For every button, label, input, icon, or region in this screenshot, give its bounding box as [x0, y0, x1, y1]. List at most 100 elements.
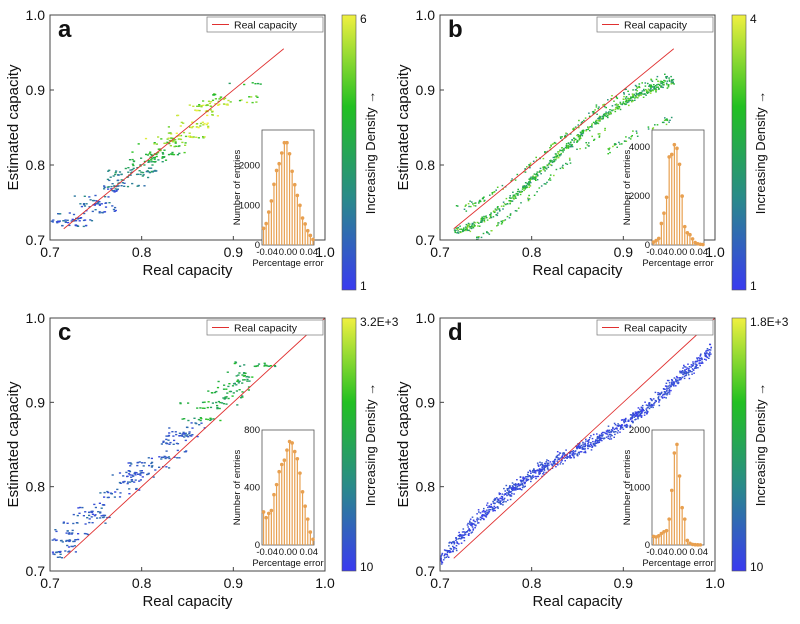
density-point: [448, 542, 450, 544]
density-point: [659, 82, 662, 84]
plot-frame: [439, 14, 716, 241]
density-point: [139, 472, 142, 474]
density-point: [528, 184, 531, 186]
density-point: [694, 363, 697, 365]
density-point: [508, 200, 510, 202]
density-point: [153, 156, 156, 159]
density-point: [524, 476, 527, 478]
density-point: [498, 501, 500, 504]
density-point: [496, 225, 498, 227]
y-tick-label: 0.8: [416, 479, 436, 495]
density-point: [505, 484, 508, 487]
density-point: [168, 427, 171, 429]
density-point: [56, 556, 59, 558]
density-point: [477, 225, 479, 227]
density-point: [74, 539, 77, 541]
density-point: [683, 366, 686, 368]
density-point: [550, 145, 552, 147]
histogram-point: [298, 471, 302, 475]
density-point: [610, 438, 613, 440]
density-point: [600, 118, 602, 120]
density-point: [681, 370, 684, 372]
density-point: [131, 182, 134, 185]
density-point: [569, 162, 572, 164]
density-point: [576, 148, 578, 150]
density-point: [632, 414, 635, 416]
density-point: [668, 390, 670, 392]
density-point: [151, 461, 154, 464]
density-point: [131, 474, 134, 476]
density-point: [102, 504, 105, 506]
density-point: [56, 551, 59, 553]
density-point: [483, 215, 485, 218]
density-point: [494, 506, 497, 509]
density-point: [248, 380, 251, 382]
density-point: [533, 469, 536, 472]
density-point: [656, 86, 658, 88]
density-point: [595, 120, 597, 122]
density-point: [670, 116, 673, 119]
density-point: [187, 402, 190, 404]
density-point: [657, 397, 659, 399]
density-point: [591, 111, 594, 113]
density-point: [664, 391, 667, 393]
density-point: [202, 137, 205, 139]
density-point: [642, 96, 645, 98]
density-point: [467, 526, 469, 528]
colorbar: [341, 317, 357, 572]
density-point: [668, 80, 671, 82]
density-point: [648, 403, 651, 405]
density-point: [597, 439, 600, 442]
density-point: [635, 415, 637, 417]
density-point: [62, 521, 65, 523]
density-point: [197, 126, 200, 129]
density-point: [646, 404, 649, 407]
density-point: [113, 496, 116, 498]
density-point: [444, 553, 446, 556]
density-point: [86, 517, 89, 519]
density-point: [459, 225, 461, 227]
density-point: [563, 148, 565, 151]
density-point: [578, 138, 581, 140]
density-point: [235, 375, 238, 377]
density-point: [569, 159, 571, 161]
density-point: [470, 523, 472, 525]
density-point: [197, 418, 200, 421]
density-point: [555, 466, 557, 468]
density-point: [464, 205, 467, 207]
density-point: [496, 208, 499, 210]
density-point: [196, 123, 199, 125]
density-point: [465, 223, 468, 226]
density-point: [547, 163, 550, 166]
density-point: [554, 158, 557, 161]
density-point: [181, 141, 184, 144]
density-point: [463, 229, 465, 232]
density-point: [636, 97, 639, 99]
density-point: [608, 111, 610, 113]
density-point: [555, 153, 557, 155]
density-point: [481, 218, 484, 221]
density-point: [482, 232, 485, 235]
density-point: [127, 481, 130, 483]
density-point: [604, 127, 606, 130]
density-point: [709, 351, 711, 353]
density-point: [548, 179, 550, 181]
density-point: [565, 454, 568, 457]
density-point: [549, 461, 552, 463]
density-point: [548, 162, 551, 164]
density-point: [526, 473, 529, 476]
density-point: [131, 169, 134, 171]
density-point: [567, 142, 570, 144]
density-point: [606, 430, 608, 433]
density-point: [492, 510, 494, 512]
density-point: [490, 505, 492, 507]
density-point: [576, 448, 578, 450]
density-point: [251, 101, 254, 104]
density-point: [569, 451, 572, 454]
density-point: [657, 80, 660, 83]
density-point: [126, 482, 129, 485]
density-point: [153, 143, 156, 145]
density-point: [142, 472, 145, 474]
density-points: [453, 73, 675, 241]
density-point: [501, 184, 504, 187]
